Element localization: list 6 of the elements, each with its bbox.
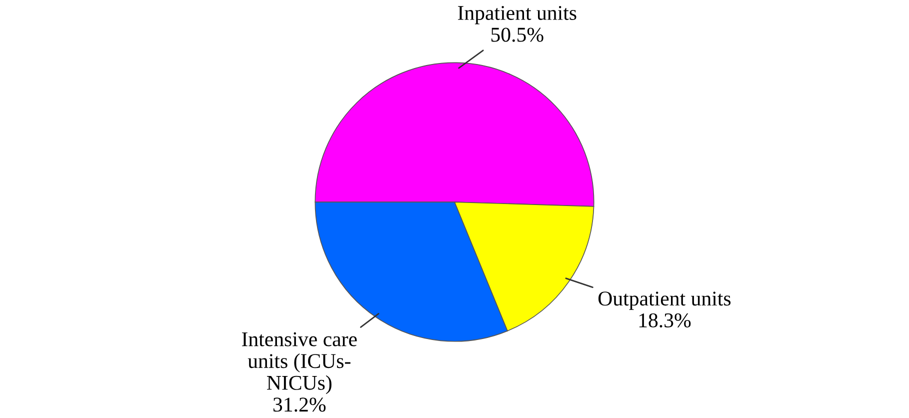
data-label: 18.3% [639,313,691,328]
slice-label: Inpatient units [458,6,576,24]
data-label: 31.2% [273,398,326,412]
slice-label: Intensive care units (ICUs- NICUs) [242,332,357,394]
slice-label: Outpatient units [598,292,731,310]
data-label: 50.5% [491,28,544,42]
